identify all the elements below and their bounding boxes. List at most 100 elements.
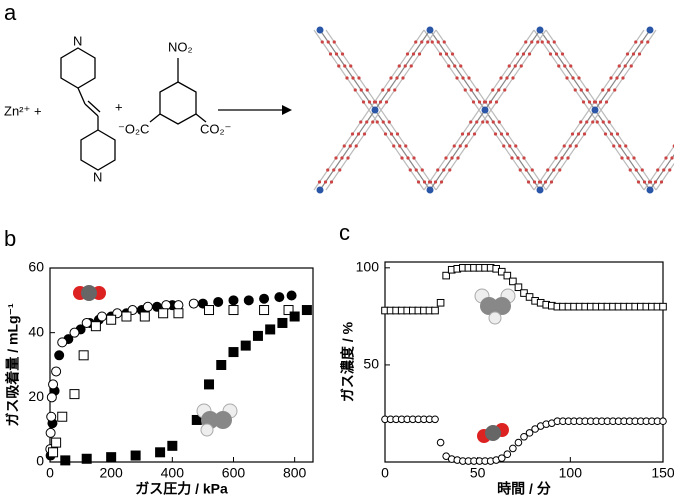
atom (557, 64, 561, 68)
atom (403, 64, 407, 68)
data-point (121, 311, 132, 322)
linker (490, 29, 547, 111)
atom (609, 76, 613, 80)
atom (426, 40, 430, 44)
zinc-node (316, 26, 324, 34)
atom (450, 156, 454, 160)
atom (617, 64, 621, 68)
atom (497, 88, 501, 92)
atom (624, 144, 628, 148)
atom (554, 156, 558, 160)
data-point (659, 417, 667, 426)
atom (332, 40, 336, 44)
atom (634, 40, 638, 44)
atom (612, 144, 616, 148)
linker (600, 109, 657, 191)
atom (480, 297, 498, 315)
data-point (155, 447, 166, 458)
atom (628, 168, 632, 172)
atom (409, 64, 413, 68)
linker (313, 109, 370, 191)
data-point (525, 429, 534, 437)
atom (326, 168, 330, 172)
atom (576, 132, 581, 136)
atom (647, 180, 652, 184)
data-point (158, 308, 169, 319)
data-point (259, 293, 270, 304)
atom (456, 156, 460, 160)
data-point (216, 360, 227, 370)
atom (554, 52, 559, 56)
atom (317, 180, 322, 184)
atom (601, 120, 605, 124)
atom (502, 144, 506, 148)
hydrocarbon-icon (196, 403, 238, 437)
linker (374, 109, 431, 191)
atom (591, 120, 595, 124)
bond (77, 87, 86, 105)
atom (640, 168, 644, 172)
data-point (274, 292, 285, 303)
data-point (60, 455, 71, 466)
linker (545, 109, 602, 191)
bond (84, 103, 99, 117)
atom (340, 52, 345, 56)
atom (592, 100, 597, 104)
data-point (57, 411, 68, 422)
atom (467, 76, 471, 80)
atom (459, 64, 463, 68)
data-point (228, 305, 239, 316)
zinc-node (646, 186, 654, 194)
data-point (509, 277, 517, 286)
x-tick-label: 800 (283, 465, 307, 481)
atom (581, 100, 586, 104)
linker (319, 29, 376, 111)
data-point (81, 453, 92, 464)
data-point (659, 302, 667, 311)
data-point (46, 392, 57, 403)
atom (353, 88, 357, 92)
atom (499, 76, 503, 80)
atom (585, 120, 589, 124)
data-point (54, 350, 65, 361)
atom (615, 132, 620, 136)
data-point (265, 324, 276, 335)
atom (452, 144, 456, 148)
atom (659, 180, 664, 184)
atom (482, 100, 487, 104)
atom (458, 144, 462, 148)
atom (632, 156, 636, 160)
atom (469, 120, 473, 124)
zinc-node (481, 106, 489, 114)
atom (540, 40, 544, 44)
atom (536, 40, 540, 44)
data-point (51, 366, 62, 377)
atom (349, 64, 353, 68)
atom (389, 76, 393, 80)
atom (378, 100, 383, 104)
atom (475, 120, 479, 124)
atom (348, 144, 352, 148)
x-tick-label: 400 (161, 465, 185, 481)
atom (565, 76, 569, 80)
nitrogen: N (73, 33, 82, 48)
atom (448, 168, 452, 172)
atom (453, 64, 457, 68)
atom (450, 52, 455, 56)
atom (505, 76, 509, 80)
linker (539, 109, 596, 191)
atom (631, 52, 636, 56)
atom (488, 311, 502, 325)
atom (384, 100, 389, 104)
atom (439, 180, 444, 184)
atom (499, 132, 504, 136)
data-point (283, 305, 294, 316)
atom (503, 88, 507, 92)
data-point (228, 295, 239, 306)
data-point (204, 305, 215, 316)
data-point (106, 452, 117, 463)
atom (620, 156, 624, 160)
atom (577, 76, 581, 80)
atom (359, 120, 363, 124)
